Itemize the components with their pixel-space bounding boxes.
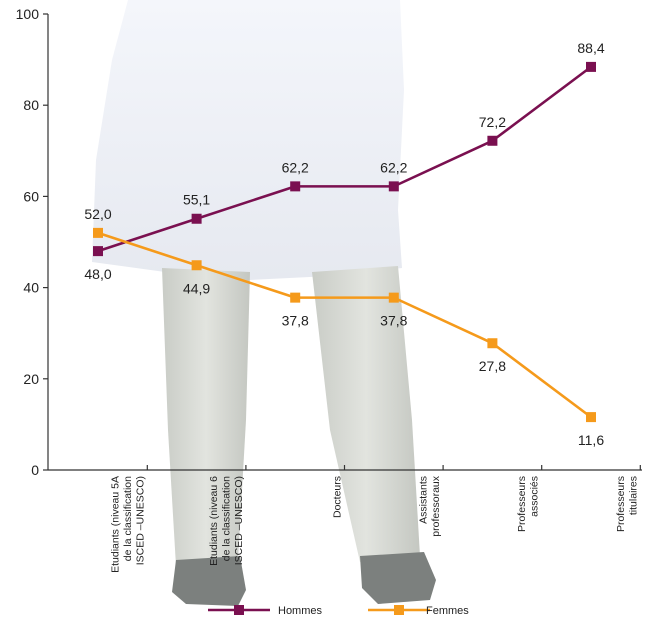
data-point-femmes (586, 412, 596, 423)
data-point-hommes (388, 181, 399, 192)
x-category-label: Etudiants (niveau 5Ade la classification… (109, 476, 146, 573)
legend-label-femmes: Femmes (426, 605, 469, 617)
legend-label-hommes: Hommes (278, 605, 323, 617)
data-label-hommes: 72,2 (479, 114, 506, 130)
legend-marker-femmes (394, 605, 404, 615)
x-category-label-line: Professeurs (516, 476, 528, 532)
x-category-label: Professeurstitulaires (615, 476, 640, 532)
x-category-label-line: Docteurs (332, 476, 344, 518)
y-tick-label: 80 (23, 97, 39, 113)
data-point-femmes (93, 227, 103, 238)
right-shoe (360, 552, 436, 604)
x-category-label: Etudiants (niveau 6de la classificationI… (208, 476, 245, 566)
x-category-label-line: Etudiants (niveau 6 (208, 476, 220, 566)
x-category-label-line: titulaires (627, 476, 639, 515)
x-category-label-line: de la classification (122, 476, 134, 561)
data-label-femmes: 27,8 (479, 358, 506, 374)
background-figure (92, 0, 436, 606)
data-point-hommes (487, 135, 498, 146)
data-label-femmes: 52,0 (84, 206, 111, 222)
data-label-hommes: 62,2 (380, 159, 407, 175)
left-trouser-leg (162, 268, 250, 566)
data-point-hommes (191, 213, 202, 224)
x-category-label-line: ISCED –UNESCO) (233, 476, 245, 565)
y-tick-label: 60 (23, 188, 39, 204)
data-point-femmes (388, 292, 399, 303)
y-tick-label: 40 (23, 280, 39, 296)
x-category-label: Professeursassociés (516, 476, 541, 532)
legend-marker-hommes (234, 605, 244, 615)
x-category-label-line: professoraux (430, 475, 442, 536)
y-tick-label: 20 (23, 371, 39, 387)
legend: Hommes Femmes (208, 605, 469, 617)
series-line-hommes (97, 65, 592, 253)
x-category-label-line: associés (529, 476, 541, 517)
data-label-femmes: 37,8 (380, 313, 407, 329)
x-category-label-line: de la classification (220, 476, 232, 561)
data-label-femmes: 37,8 (282, 313, 309, 329)
data-point-femmes (191, 260, 202, 271)
data-label-femmes: 44,9 (183, 280, 210, 296)
x-category-label-line: Professeurs (615, 476, 627, 532)
x-category-label-line: Assistants (418, 476, 430, 524)
data-point-hommes (586, 61, 596, 72)
series-layer: 48,0 55,1 62,2 62,2 72,2 88,4 52,0 44,9 37,8 37,8… (84, 40, 604, 448)
series-line-femmes (97, 231, 592, 419)
x-category-label: Docteurs (332, 476, 344, 518)
data-point-hommes (93, 246, 103, 257)
data-label-hommes: 62,2 (282, 159, 309, 175)
data-point-femmes (487, 338, 498, 349)
x-category-label-line: Etudiants (niveau 5A (109, 476, 121, 573)
right-trouser-leg (312, 266, 420, 562)
left-shoe (172, 556, 246, 606)
data-label-hommes: 55,1 (183, 192, 210, 208)
x-category-label: Assistantsprofessoraux (418, 475, 443, 536)
data-label-hommes: 88,4 (577, 40, 604, 56)
data-point-femmes (290, 292, 301, 303)
y-tick-label: 100 (16, 6, 40, 22)
x-category-label-line: ISCED –UNESCO) (134, 476, 146, 565)
y-tick-label: 0 (31, 462, 39, 478)
data-label-femmes: 11,6 (578, 432, 604, 448)
data-label-hommes: 48,0 (84, 266, 111, 282)
data-point-hommes (290, 181, 301, 192)
lab-coat-shape (92, 0, 404, 280)
